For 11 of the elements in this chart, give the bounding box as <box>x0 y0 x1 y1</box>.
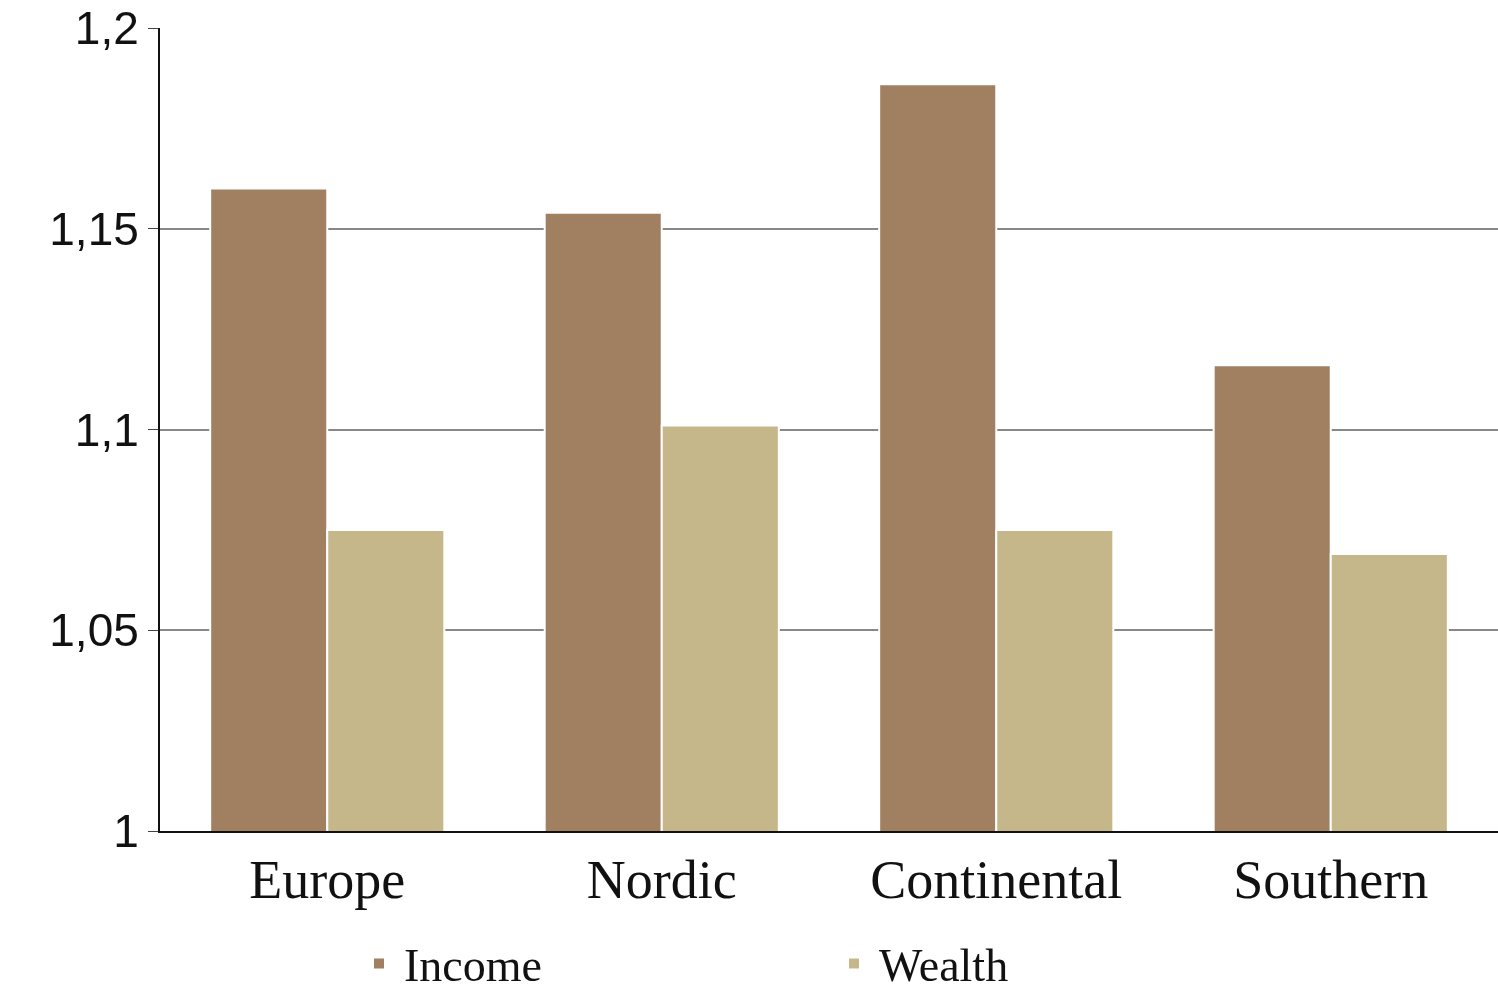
legend-label: Income <box>404 940 542 992</box>
x-tick-label: Europe <box>249 849 406 910</box>
y-tick-label: 1,2 <box>74 2 139 55</box>
y-tick-label: 1 <box>113 805 139 858</box>
y-tick-label: 1,05 <box>49 604 139 657</box>
y-tick-label: 1,1 <box>74 403 139 456</box>
x-tick-label: Southern <box>1233 849 1429 910</box>
x-tick-label: Nordic <box>586 849 737 910</box>
legend-label: Wealth <box>879 940 1009 992</box>
y-tick-label: 1,15 <box>49 202 139 255</box>
x-tick-label: Continental <box>870 849 1123 910</box>
